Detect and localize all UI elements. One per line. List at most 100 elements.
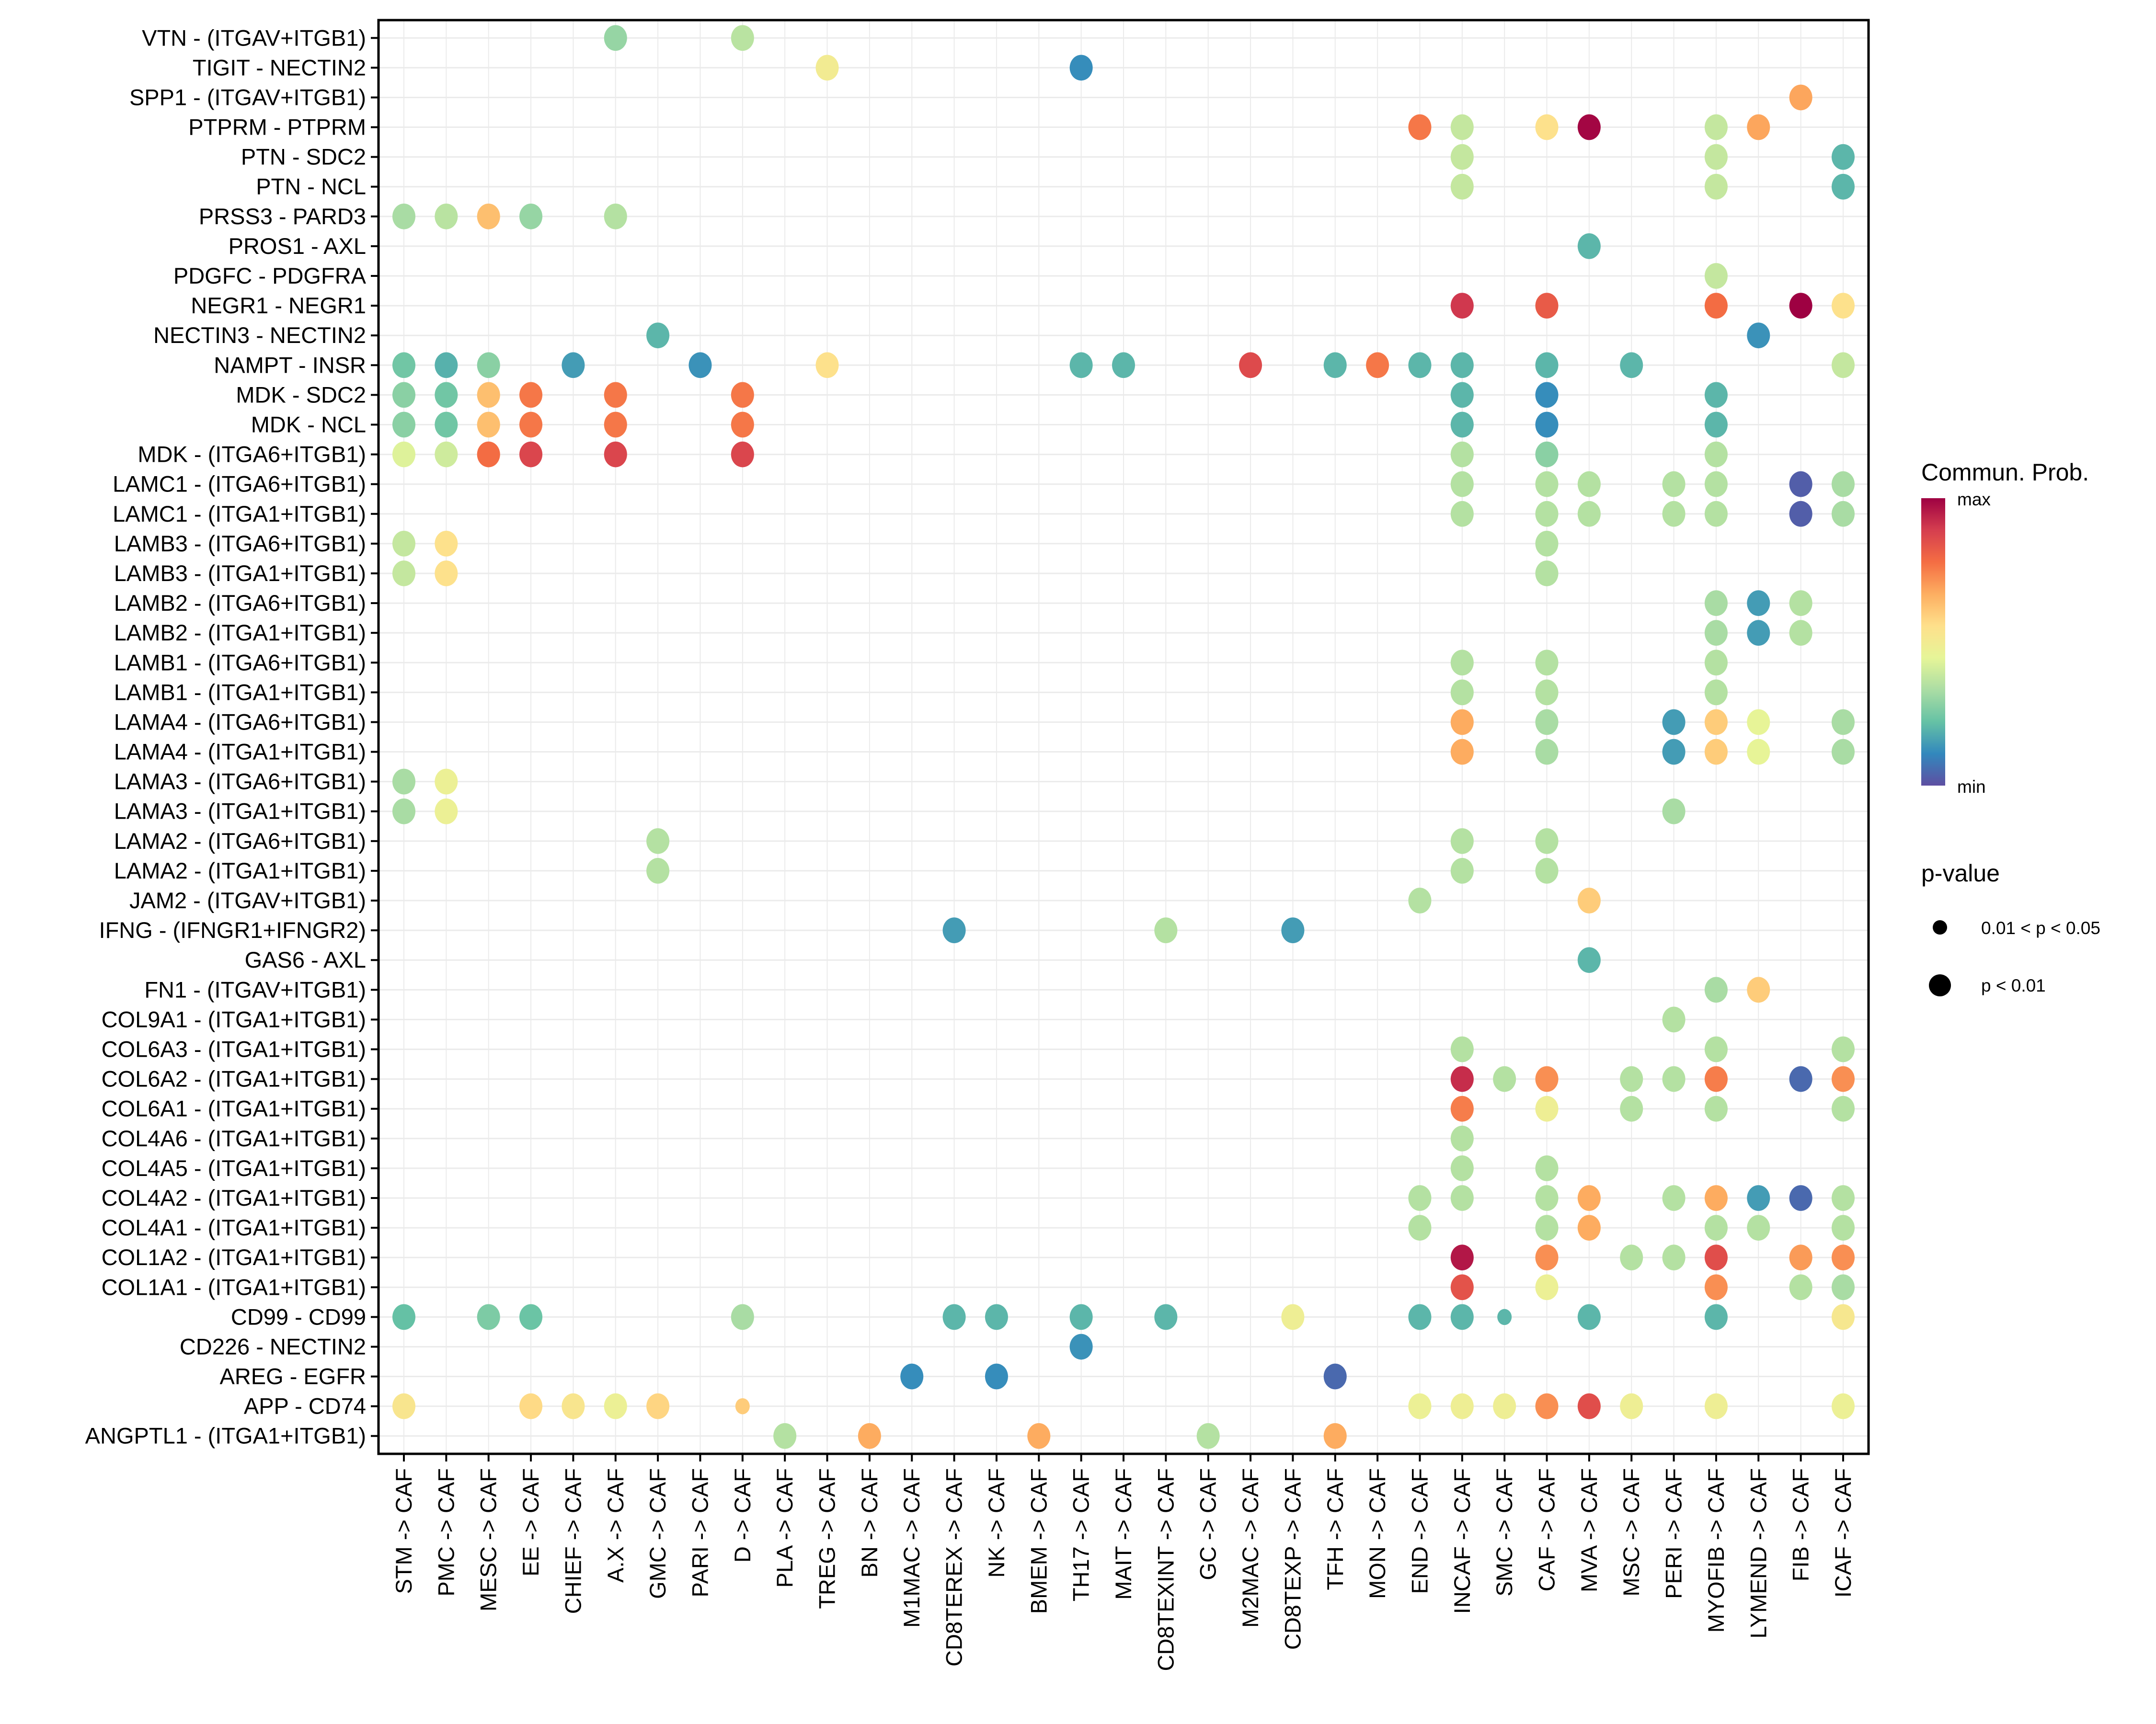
data-point — [1577, 947, 1601, 973]
data-point — [1450, 441, 1474, 468]
data-point — [477, 203, 500, 229]
data-point — [1704, 1274, 1728, 1301]
y-tick-label: ANGPTL1 - (ITGA1+ITGB1) — [85, 1423, 366, 1449]
data-point — [1027, 1423, 1051, 1449]
data-point — [1450, 679, 1474, 706]
data-point — [1577, 1215, 1601, 1241]
data-point — [1535, 709, 1559, 735]
data-point — [1577, 1185, 1601, 1211]
color-legend: Commun. Prob. max min — [1921, 459, 2089, 797]
data-point — [1831, 1304, 1855, 1330]
data-point — [1450, 1244, 1474, 1271]
data-point — [1620, 1244, 1643, 1271]
data-point — [1831, 1096, 1855, 1122]
x-tick-label: BMEM -> CAF — [1026, 1468, 1051, 1614]
x-tick-label: MAIT -> CAF — [1111, 1468, 1136, 1600]
data-point — [1704, 1096, 1728, 1122]
y-tick-label: GAS6 - AXL — [245, 947, 366, 972]
data-point — [1831, 501, 1855, 527]
data-point — [1069, 352, 1093, 378]
x-tick-label: GMC -> CAF — [645, 1468, 670, 1599]
data-point — [731, 411, 754, 438]
y-tick-label: LAMA2 - (ITGA1+ITGB1) — [114, 858, 366, 883]
x-tick-label: M2MAC -> CAF — [1238, 1468, 1263, 1628]
data-point — [435, 411, 458, 438]
x-tick-label: M1MAC -> CAF — [899, 1468, 924, 1628]
data-point — [1366, 352, 1389, 378]
data-point — [1831, 1036, 1855, 1062]
data-point — [519, 411, 543, 438]
y-tick-label: COL4A5 - (ITGA1+ITGB1) — [102, 1155, 366, 1181]
data-point — [1450, 1066, 1474, 1092]
data-point — [688, 352, 712, 378]
y-tick-label: JAM2 - (ITGAV+ITGB1) — [129, 888, 366, 913]
data-point — [1662, 471, 1686, 497]
data-point — [1831, 293, 1855, 319]
data-point — [1789, 1274, 1812, 1301]
data-point — [1747, 977, 1770, 1003]
data-point — [1704, 114, 1728, 140]
data-point — [1450, 173, 1474, 200]
data-point — [1620, 1393, 1643, 1419]
data-point — [1747, 322, 1770, 349]
data-point — [1450, 471, 1474, 497]
data-point — [1704, 382, 1728, 408]
data-point — [731, 441, 754, 468]
y-tick-label: LAMC1 - (ITGA1+ITGB1) — [113, 501, 366, 526]
data-point — [1620, 352, 1643, 378]
y-tick-label: LAMB2 - (ITGA1+ITGB1) — [114, 620, 366, 645]
data-point — [604, 1393, 627, 1419]
data-point — [1704, 1185, 1728, 1211]
data-point — [858, 1423, 881, 1449]
y-tick-label: LAMB3 - (ITGA6+ITGB1) — [114, 531, 366, 556]
y-tick-label: COL4A6 - (ITGA1+ITGB1) — [102, 1126, 366, 1151]
y-tick-label: AREG - EGFR — [219, 1364, 366, 1389]
data-point — [1154, 917, 1178, 944]
data-point — [731, 1304, 754, 1330]
data-point — [1831, 739, 1855, 765]
data-point — [435, 441, 458, 468]
data-point — [1789, 471, 1812, 497]
data-point — [1662, 1185, 1686, 1211]
data-point — [1535, 1096, 1559, 1122]
data-point — [1535, 739, 1559, 765]
data-point — [1450, 1155, 1474, 1181]
data-point — [1704, 709, 1728, 735]
data-point — [604, 441, 627, 468]
y-tick-label: LAMB1 - (ITGA1+ITGB1) — [114, 679, 366, 705]
data-point — [1662, 1244, 1686, 1271]
x-tick-label: FIB -> CAF — [1788, 1468, 1813, 1581]
data-point — [1535, 352, 1559, 378]
x-tick-label: STM -> CAF — [391, 1468, 416, 1594]
data-point — [1704, 977, 1728, 1003]
data-point — [435, 560, 458, 586]
data-point — [1450, 858, 1474, 884]
data-point — [562, 352, 585, 378]
y-tick-label: VTN - (ITGAV+ITGB1) — [142, 25, 366, 50]
y-tick-label: NAMPT - INSR — [214, 352, 366, 377]
data-point — [1704, 1244, 1728, 1271]
data-point — [1450, 650, 1474, 676]
data-point — [1704, 1393, 1728, 1419]
x-tick-label: END -> CAF — [1407, 1468, 1432, 1594]
size-legend-title: p-value — [1921, 860, 2000, 887]
data-point — [646, 1393, 670, 1419]
data-point — [435, 382, 458, 408]
y-tick-label: COL1A1 - (ITGA1+ITGB1) — [102, 1274, 366, 1300]
y-tick-label: COL9A1 - (ITGA1+ITGB1) — [102, 1006, 366, 1032]
size-legend-swatch-large — [1929, 974, 1951, 996]
data-point — [392, 352, 416, 378]
data-point — [435, 352, 458, 378]
data-point — [1831, 709, 1855, 735]
data-point — [1577, 888, 1601, 913]
data-point — [1831, 1244, 1855, 1271]
y-tick-label: LAMA2 - (ITGA6+ITGB1) — [114, 828, 366, 854]
data-point — [1535, 650, 1559, 676]
data-point — [1577, 233, 1601, 259]
data-point — [1789, 84, 1812, 111]
data-point — [1450, 709, 1474, 735]
y-axis: VTN - (ITGAV+ITGB1) TIGIT - NECTIN2 SPP1 -… — [85, 25, 378, 1449]
data-point — [1662, 1066, 1686, 1092]
data-point — [1577, 114, 1601, 140]
data-point — [1789, 590, 1812, 616]
